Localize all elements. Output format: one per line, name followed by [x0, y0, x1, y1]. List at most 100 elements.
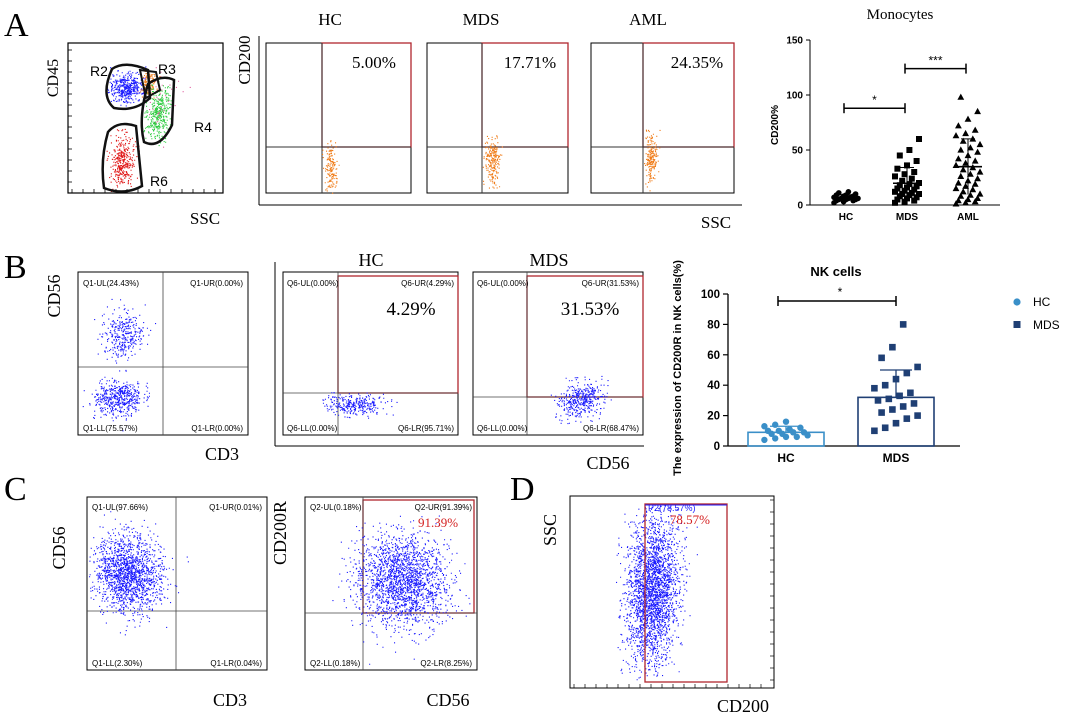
gate-r2	[105, 63, 152, 111]
panel-a-quad-plots: CD200 SSC HC 5.00% MDS 17.71% AML	[235, 10, 742, 232]
d-pct: 78.57%	[670, 512, 710, 527]
mono-point-mds	[894, 185, 901, 192]
quad-title-mds: MDS	[463, 10, 500, 29]
nk-bracket-label: *	[838, 285, 843, 299]
mono-point-mds	[913, 194, 920, 201]
nk-cells-chart: NK cells The expression of CD200R in NK …	[672, 260, 1060, 476]
nk-point-hc	[772, 421, 779, 428]
mono-point-mds	[906, 181, 913, 188]
mono-point-aml	[952, 184, 960, 192]
mono-point-aml	[955, 155, 962, 162]
mono-point-aml	[967, 191, 974, 198]
mono-ytick-label: 150	[786, 36, 803, 47]
gate-plot-xlabel: SSC	[190, 209, 220, 228]
mono-point-mds	[892, 173, 898, 180]
nk-title: NK cells	[810, 264, 861, 279]
events-hc-orange	[322, 140, 340, 194]
nk-legend-mds-label: MDS	[1033, 318, 1060, 332]
c-right-xlabel: CD56	[426, 690, 469, 710]
mono-ylabel: CD200%	[770, 105, 781, 145]
c-right-q-ur: Q2-UR(91.39%)	[415, 503, 473, 512]
nk-point-hc	[764, 427, 772, 434]
c-left-ylabel: CD56	[49, 526, 69, 569]
mono-point-mds	[911, 186, 918, 193]
mono-xtick-label: AML	[957, 212, 979, 223]
b-hc-q-ur: Q6-UR(4.29%)	[401, 279, 454, 288]
panel-d-plot: SSC P2(78.57%) 78.57% CD200	[540, 495, 775, 716]
b-left-xlabel: CD3	[205, 444, 239, 464]
mono-point-mds	[892, 199, 898, 206]
nk-point-mds	[878, 354, 885, 362]
d-frame	[569, 495, 775, 689]
c-left-q-ur: Q1-UR(0.01%)	[209, 503, 262, 512]
mono-point-mds	[896, 152, 903, 159]
mono-title: Monocytes	[867, 7, 934, 23]
gate-r4	[140, 76, 176, 146]
mono-point-aml	[959, 166, 967, 173]
nk-point-mds	[889, 343, 896, 351]
b-left-q-ur: Q1-UR(0.00%)	[190, 279, 243, 288]
quad-plot-hc: HC 5.00%	[265, 10, 412, 194]
mono-point-mds	[904, 162, 910, 169]
c-right-frame	[304, 496, 478, 671]
b-left-q-ll: Q1-LL(75.57%)	[83, 424, 138, 433]
mono-point-mds	[916, 136, 922, 142]
mono-point-aml	[976, 190, 984, 197]
mono-point-aml	[962, 129, 969, 137]
mono-point-aml	[964, 195, 972, 203]
d-gate-label: P2(78.57%)	[648, 503, 696, 513]
b-hc-frame	[282, 271, 459, 436]
mono-point-aml	[959, 137, 967, 144]
mono-point-aml	[957, 93, 965, 100]
b-mds-gate	[526, 275, 644, 398]
mono-point-aml	[974, 148, 981, 155]
panel-c-right-plot: CD200R Q2-UL(0.18%) Q2-UR(91.39%) Q2-LL(…	[270, 496, 478, 710]
panel-d-letter: D	[510, 471, 535, 508]
nk-point-mds	[878, 409, 885, 416]
nk-point-mds	[896, 392, 903, 400]
quad-plots-ylabel: CD200	[235, 35, 254, 84]
b-hc-plot: HC Q6-UL(0.00%) Q6-UR(4.29%) Q6-LL(0.00%…	[282, 250, 459, 436]
nk-ytick-label: 40	[707, 380, 720, 392]
mono-point-mds	[913, 158, 920, 164]
nk-point-mds	[903, 415, 911, 422]
c-right-pct: 91.39%	[418, 515, 458, 530]
panel-b-left-plot: CD56 Q1-UL(24.43%) Q1-UR(0.00%) Q1-LL(75…	[44, 271, 249, 464]
mono-point-mds	[894, 165, 901, 172]
gate-plot-ylabel: CD45	[45, 59, 62, 97]
mono-point-aml	[962, 182, 969, 189]
b-hc-q-ul: Q6-UL(0.00%)	[287, 279, 339, 288]
events-b-left-lower	[82, 369, 150, 432]
quad-title-hc: HC	[318, 10, 342, 29]
mono-point-mds	[913, 183, 920, 190]
gate-label-r3: R3	[158, 61, 176, 77]
mono-point-aml	[955, 122, 962, 129]
c-left-q-ll: Q1-LL(2.30%)	[92, 659, 143, 668]
mono-ytick-label: 50	[792, 146, 804, 157]
nk-point-hc	[797, 424, 804, 431]
panel-b-pair-plots: CD56 HC Q6-UL(0.00%) Q6-UR(4.29%) Q6-LL(…	[274, 250, 644, 473]
events-d	[616, 505, 698, 681]
nk-point-mds	[914, 363, 921, 371]
nk-point-mds	[874, 397, 882, 404]
nk-point-mds	[885, 395, 893, 403]
events-c-right	[332, 515, 471, 665]
quad-title-aml: AML	[629, 10, 667, 29]
nk-point-mds	[899, 403, 907, 410]
b-mds-pct: 31.53%	[561, 299, 620, 320]
nk-point-mds	[907, 389, 914, 397]
c-left-xlabel: CD3	[213, 690, 247, 710]
mono-point-mds	[916, 191, 922, 197]
nk-xtick-label: HC	[777, 451, 795, 465]
quad-pct-mds: 17.71%	[504, 53, 556, 72]
nk-point-hc	[761, 423, 768, 430]
nk-point-mds	[871, 427, 878, 435]
gate-label-r6: R6	[150, 173, 168, 189]
quad-pct-aml: 24.35%	[671, 53, 723, 72]
c-right-ylabel: CD200R	[270, 501, 290, 565]
mono-point-mds	[901, 187, 908, 194]
mono-point-aml	[974, 194, 981, 201]
c-right-q-lr: Q2-LR(8.25%)	[420, 659, 472, 668]
b-mds-q-ll: Q6-LL(0.00%)	[477, 424, 528, 433]
